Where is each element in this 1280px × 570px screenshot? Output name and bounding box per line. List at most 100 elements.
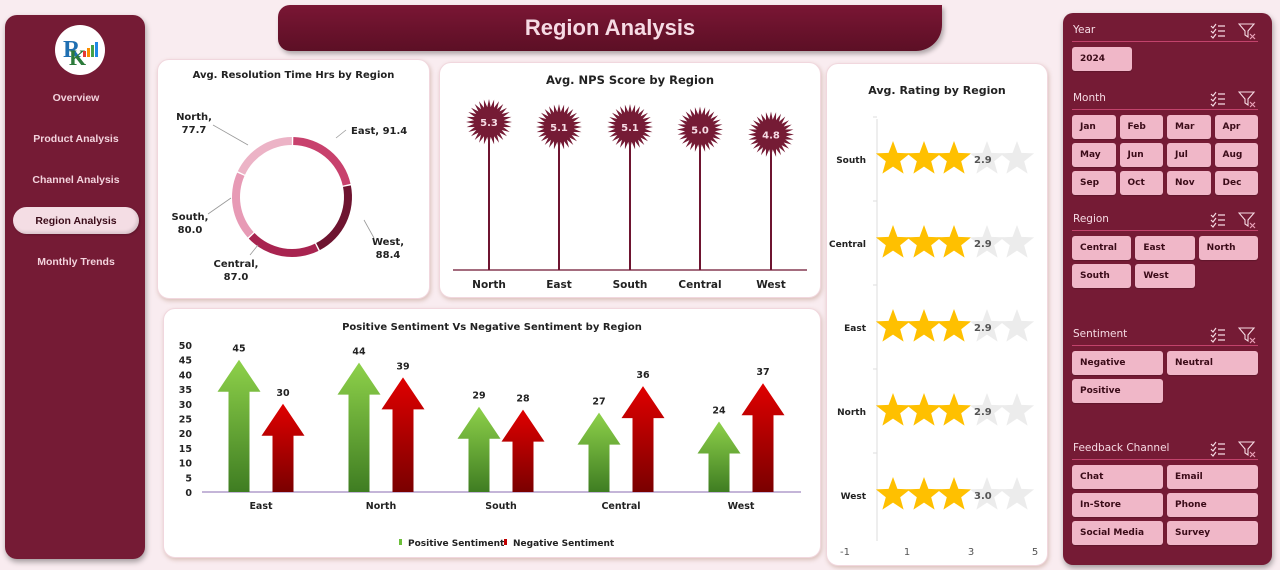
legend-positive-label: Positive Sentiment xyxy=(408,539,505,549)
legend: Positive Sentiment Negative Sentiment xyxy=(399,539,615,549)
slicer-chip-may[interactable]: May xyxy=(1072,143,1116,167)
starburst-marker xyxy=(536,104,582,150)
clear-filter-icon[interactable] xyxy=(1237,326,1256,344)
y-axis-tick: 40 xyxy=(179,370,193,381)
slicer-title: Feedback Channel xyxy=(1073,442,1170,454)
slicer-chip-jan[interactable]: Jan xyxy=(1072,115,1116,139)
nav-overview[interactable]: Overview xyxy=(52,91,100,104)
rating-x-tick: 3 xyxy=(968,547,974,558)
slicer-header: Feedback Channel xyxy=(1072,438,1258,460)
slicer-chip-jul[interactable]: Jul xyxy=(1167,143,1211,167)
clear-filter-icon[interactable] xyxy=(1237,90,1256,108)
slicer-chip-neutral[interactable]: Neutral xyxy=(1167,351,1258,375)
slicer-chip-social-media[interactable]: Social Media xyxy=(1072,521,1163,545)
slicer-chip-west[interactable]: West xyxy=(1135,264,1195,288)
slicer-chip-sep[interactable]: Sep xyxy=(1072,171,1116,195)
slicer-year: Year 2024 xyxy=(1072,20,1258,71)
nps-axis-label: South xyxy=(613,279,648,291)
logo: R K xyxy=(55,25,105,75)
slicer-chip-negative[interactable]: Negative xyxy=(1072,351,1163,375)
slicer-chip-2024[interactable]: 2024 xyxy=(1072,47,1132,71)
nav-region-analysis[interactable]: Region Analysis xyxy=(13,207,139,234)
positive-value-label: 44 xyxy=(352,347,366,358)
rating-chart-title: Avg. Rating by Region xyxy=(868,84,1006,97)
slicer-chip-east[interactable]: East xyxy=(1135,236,1195,260)
rating-value-label: 2.9 xyxy=(974,155,992,166)
slicer-header: Month xyxy=(1072,88,1258,110)
positive-value-label: 29 xyxy=(472,391,485,402)
slicer-chip-south[interactable]: South xyxy=(1072,264,1132,288)
donut-label: Central, xyxy=(214,259,259,270)
slicer-chip-mar[interactable]: Mar xyxy=(1167,115,1211,139)
slicer-chip-oct[interactable]: Oct xyxy=(1119,171,1163,195)
nps-value-label: 4.8 xyxy=(762,131,780,142)
negative-arrow-bar xyxy=(741,383,785,492)
clear-filter-icon[interactable] xyxy=(1237,440,1256,458)
clear-filter-icon[interactable] xyxy=(1237,211,1256,229)
rating-x-tick: 5 xyxy=(1032,547,1038,558)
rating-axis-label: South xyxy=(836,156,866,166)
star-empty-icon xyxy=(969,141,1005,174)
donut-label: 88.4 xyxy=(376,250,401,261)
rating-axis-label: East xyxy=(844,324,867,334)
multi-select-icon[interactable] xyxy=(1209,440,1227,458)
y-axis-tick: 30 xyxy=(179,400,193,411)
slicer-chip-chat[interactable]: Chat xyxy=(1072,465,1163,489)
resolution-chart-title: Avg. Resolution Time Hrs by Region xyxy=(192,70,395,81)
slicer-chip-aug[interactable]: Aug xyxy=(1214,143,1258,167)
negative-arrow-bar xyxy=(261,403,305,492)
slicer-chip-central[interactable]: Central xyxy=(1072,236,1132,260)
slicer-chip-in-store[interactable]: In-Store xyxy=(1072,493,1163,517)
nav-product-analysis[interactable]: Product Analysis xyxy=(33,132,119,145)
x-axis-label: South xyxy=(485,501,517,512)
slicer-chip-nov[interactable]: Nov xyxy=(1167,171,1211,195)
nps-value-label: 5.0 xyxy=(691,126,709,137)
rating-axis-label: West xyxy=(841,492,867,502)
nps-value-label: 5.3 xyxy=(480,118,498,129)
nps-score-card: Avg. NPS Score by Region 5.3 North 5.1 East… xyxy=(439,62,821,298)
slicer-chip-email[interactable]: Email xyxy=(1167,465,1258,489)
rating-value-label: 2.9 xyxy=(974,239,992,250)
star-filled-icon xyxy=(875,309,911,342)
slicer-chip-apr[interactable]: Apr xyxy=(1214,115,1258,139)
resolution-donut-chart: East, 91.4 West, 88.4 Central, 87.0 South, 80.… xyxy=(172,112,408,283)
slicer-title: Month xyxy=(1073,92,1106,104)
nav-monthly-trends[interactable]: Monthly Trends xyxy=(37,255,115,268)
star-filled-icon xyxy=(906,225,942,258)
starburst-marker xyxy=(466,99,512,145)
star-empty-icon xyxy=(999,309,1035,342)
clear-filter-icon[interactable] xyxy=(1237,22,1256,40)
positive-value-label: 45 xyxy=(232,344,245,355)
slicer-header: Sentiment xyxy=(1072,324,1258,346)
donut-label: South, xyxy=(172,212,209,223)
slicer-chip-jun[interactable]: Jun xyxy=(1119,143,1163,167)
star-filled-icon xyxy=(936,477,972,510)
y-axis-tick: 45 xyxy=(179,356,192,367)
slicer-chip-feb[interactable]: Feb xyxy=(1119,115,1163,139)
star-filled-icon xyxy=(936,225,972,258)
donut-label: West, xyxy=(372,237,404,248)
multi-select-icon[interactable] xyxy=(1209,22,1227,40)
sentiment-chart-title: Positive Sentiment Vs Negative Sentiment… xyxy=(342,322,642,333)
donut-label: North, xyxy=(176,112,212,123)
star-filled-icon xyxy=(875,141,911,174)
multi-select-icon[interactable] xyxy=(1209,90,1227,108)
star-empty-icon xyxy=(999,141,1035,174)
slicer-chip-dec[interactable]: Dec xyxy=(1214,171,1258,195)
rating-card: Avg. Rating by Region South 2.9 Central 2.9… xyxy=(826,63,1048,566)
y-axis-tick: 15 xyxy=(179,444,192,455)
donut-label: 77.7 xyxy=(182,125,207,136)
svg-text:K: K xyxy=(69,45,86,70)
filter-panel: Year 2024 Month Jan Feb Mar Apr May Jun Jul Aug Sep… xyxy=(1063,13,1272,565)
multi-select-icon[interactable] xyxy=(1209,211,1227,229)
slicer-chip-north[interactable]: North xyxy=(1198,236,1258,260)
nav-channel-analysis[interactable]: Channel Analysis xyxy=(32,173,120,186)
slicer-chip-positive[interactable]: Positive xyxy=(1072,379,1163,403)
slicer-chip-survey[interactable]: Survey xyxy=(1167,521,1258,545)
nps-lollipop-chart: 5.3 North 5.1 East 5.1 South 5.0 Central 4.8 West xyxy=(453,99,807,291)
slicer-title: Year xyxy=(1073,24,1096,36)
slicer-sentiment: Sentiment Negative Neutral Positive xyxy=(1072,324,1258,403)
multi-select-icon[interactable] xyxy=(1209,326,1227,344)
slicer-chip-phone[interactable]: Phone xyxy=(1167,493,1258,517)
rating-value-label: 3.0 xyxy=(974,491,992,502)
